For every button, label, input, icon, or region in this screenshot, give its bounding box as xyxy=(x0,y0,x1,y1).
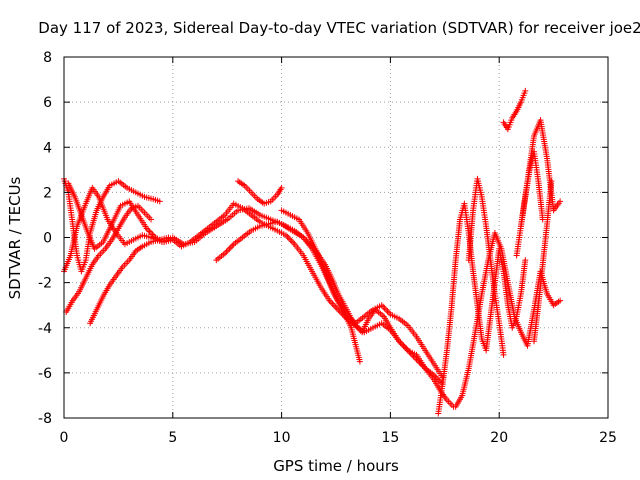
y-tick-label: -8 xyxy=(38,411,52,427)
y-tick-label: 2 xyxy=(43,185,52,201)
data-point xyxy=(284,233,291,240)
data-point xyxy=(397,339,404,346)
series-trace-l xyxy=(500,87,529,133)
data-point xyxy=(227,244,234,251)
series-trace-c xyxy=(61,175,163,275)
data-point xyxy=(145,226,152,233)
data-point xyxy=(146,228,153,235)
data-point xyxy=(548,178,555,185)
data-point xyxy=(290,239,297,246)
data-point xyxy=(156,198,163,205)
data-point xyxy=(539,216,546,223)
series-trace-n xyxy=(531,178,555,345)
data-point xyxy=(229,242,236,249)
data-point xyxy=(500,351,507,358)
x-tick-labels: 0 5 10 15 20 25 xyxy=(60,430,617,446)
y-tick-label: 8 xyxy=(43,50,52,66)
series-trace-i xyxy=(435,200,529,417)
series-trace-d xyxy=(63,202,155,315)
data-point xyxy=(412,354,419,361)
data-point xyxy=(356,358,363,365)
x-tick-label: 25 xyxy=(599,430,617,446)
y-tick-label: 0 xyxy=(43,231,52,247)
series-trace-g xyxy=(235,178,285,207)
grid xyxy=(64,57,608,418)
series-trace-k xyxy=(465,175,507,358)
data-point xyxy=(327,299,334,306)
data-point xyxy=(410,353,417,360)
data-point xyxy=(285,235,292,242)
data-point xyxy=(288,238,295,245)
data-point xyxy=(223,248,230,255)
data-point xyxy=(148,216,155,223)
y-tick-labels: -8 -6 -4 -2 0 2 4 6 8 xyxy=(38,50,52,427)
data-point xyxy=(224,247,231,254)
y-tick-label: 4 xyxy=(43,140,52,156)
y-tick-label: -6 xyxy=(38,366,52,382)
x-tick-label: 20 xyxy=(490,430,508,446)
data-point xyxy=(401,344,408,351)
data-point xyxy=(557,297,564,304)
data-point xyxy=(400,342,407,349)
axis-ticks xyxy=(63,56,609,419)
data-point xyxy=(330,302,337,309)
chart-title: Day 117 of 2023, Sidereal Day-to-day VTE… xyxy=(38,19,640,37)
series-trace-h xyxy=(278,207,363,365)
x-axis-title: GPS time / hours xyxy=(273,457,399,475)
data-point xyxy=(385,309,392,316)
data-point xyxy=(165,234,172,241)
data-point xyxy=(399,341,406,348)
data-point xyxy=(226,245,233,252)
data-point xyxy=(329,300,336,307)
x-tick-label: 0 xyxy=(60,430,69,446)
data-point xyxy=(557,198,564,205)
data-point xyxy=(383,306,390,313)
y-axis-title: SDTVAR / TECUs xyxy=(6,176,24,299)
data-point xyxy=(403,345,410,352)
y-tick-label: -2 xyxy=(38,276,52,292)
y-tick-label: 6 xyxy=(43,95,52,111)
data-point xyxy=(332,303,339,310)
x-tick-label: 15 xyxy=(381,430,399,446)
x-tick-label: 5 xyxy=(168,430,177,446)
data-points xyxy=(61,87,564,417)
series-trace-e xyxy=(87,234,172,327)
data-point xyxy=(432,373,439,380)
data-point xyxy=(278,184,285,191)
data-point xyxy=(384,308,391,315)
data-point xyxy=(522,257,529,264)
x-tick-label: 10 xyxy=(273,430,291,446)
data-point xyxy=(380,303,387,310)
series-trace-o xyxy=(513,148,546,259)
data-point xyxy=(522,87,529,94)
series-trace-b xyxy=(65,180,446,388)
y-tick-label: -4 xyxy=(38,321,52,337)
